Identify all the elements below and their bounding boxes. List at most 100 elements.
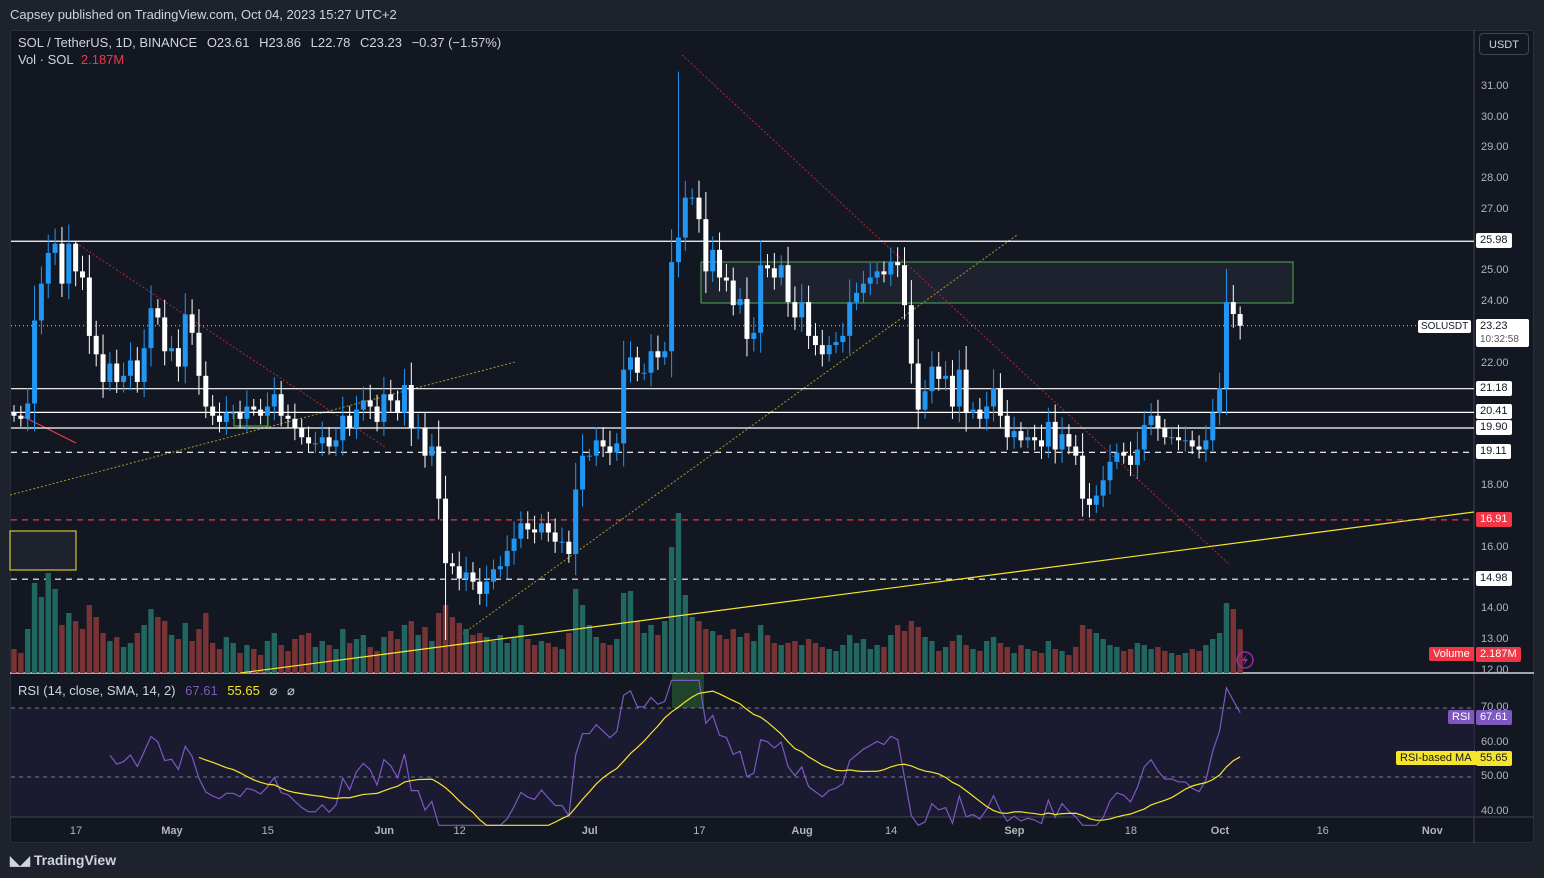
candle <box>628 341 633 383</box>
volume-bar <box>456 623 462 673</box>
candle-body <box>264 406 270 416</box>
volume-bar <box>1093 633 1099 673</box>
ohlc-high: H23.86 <box>259 35 302 50</box>
volume-bar <box>990 637 997 673</box>
candle-body <box>52 243 58 253</box>
candle-body <box>1121 452 1127 456</box>
candle <box>217 402 222 433</box>
candle-body <box>751 332 757 339</box>
volume-bar <box>1127 649 1134 673</box>
yellow-dotted-trendline-2[interactable] <box>449 234 1018 644</box>
candle-body <box>991 388 997 407</box>
volume-bar <box>627 591 634 673</box>
currency-button[interactable]: USDT <box>1479 33 1529 55</box>
candle-body <box>607 446 613 453</box>
yellow-zone-box[interactable] <box>9 530 77 571</box>
candle <box>1196 435 1202 459</box>
price-tick: 18.00 <box>1481 479 1509 492</box>
candle <box>997 373 1003 428</box>
volume-bar <box>881 647 887 673</box>
candle-body <box>1025 437 1031 441</box>
candle-body <box>162 317 168 352</box>
candle <box>806 285 812 350</box>
red-short-line[interactable] <box>19 414 77 444</box>
candle-body <box>1223 302 1229 389</box>
candle <box>860 270 866 304</box>
candle-body <box>1011 431 1017 438</box>
candle <box>80 255 85 291</box>
candle <box>970 402 976 419</box>
volume-bar <box>607 645 613 673</box>
candle <box>593 427 599 467</box>
candle <box>1155 399 1161 441</box>
candle <box>134 347 140 393</box>
candle <box>456 551 462 591</box>
candle-body <box>1155 415 1161 429</box>
candle <box>1052 404 1058 464</box>
symbol-title[interactable]: SOL / TetherUS, 1D, BINANCE <box>18 35 198 50</box>
ohlc-close: C23.23 <box>360 35 402 50</box>
candle <box>586 448 592 462</box>
candle <box>127 342 133 391</box>
candle <box>306 426 312 452</box>
candle-body <box>182 314 188 367</box>
tradingview-logo[interactable]: ◣◢ TradingView <box>10 852 116 869</box>
candle <box>415 413 421 440</box>
price-tick: 28.00 <box>1481 172 1509 185</box>
candle <box>1230 284 1236 328</box>
volume-bar <box>853 643 860 673</box>
candle-body <box>847 302 853 336</box>
candle-body <box>1196 446 1202 450</box>
candle <box>477 568 483 605</box>
candle-body <box>737 299 743 306</box>
rsi-overbought-fill <box>672 674 704 708</box>
candle-body <box>819 345 825 355</box>
candle <box>285 404 291 428</box>
candle-body <box>497 566 503 570</box>
red-downtrend-line[interactable] <box>681 54 1231 566</box>
bar-countdown: 10:32:58 <box>1480 334 1519 345</box>
volume-bar <box>915 627 921 673</box>
candle-body <box>395 400 401 413</box>
rsi-title[interactable]: RSI (14, close, SMA, 14, 2) <box>18 683 176 698</box>
candle-body <box>511 538 517 551</box>
volume-bar <box>477 633 483 673</box>
candle-body <box>415 428 421 430</box>
volume-bar <box>52 589 58 673</box>
current-price: 23.23 <box>1480 320 1508 332</box>
candle-body <box>134 360 140 382</box>
current-price-badge: 23.23 10:32:58 <box>1476 319 1529 347</box>
volume-bar <box>278 645 284 673</box>
supply-zone-box[interactable] <box>700 261 1294 304</box>
candle <box>723 263 729 292</box>
candle <box>175 329 181 382</box>
volume-bar <box>470 635 476 673</box>
volume-bar <box>1025 649 1031 673</box>
candle-body <box>1107 461 1113 481</box>
volume-bar <box>436 613 442 673</box>
yellow-support-trendline[interactable] <box>239 511 1475 674</box>
rsi-ma-badge-value: 55.65 <box>1476 751 1512 766</box>
candle-body <box>586 455 592 457</box>
candle <box>744 277 750 357</box>
candle <box>388 379 394 412</box>
candle <box>991 369 997 422</box>
candle-body <box>1066 434 1072 447</box>
red-downtrend-line-2[interactable] <box>75 242 386 448</box>
candle-body <box>936 366 942 379</box>
volume-bar <box>374 651 380 673</box>
candle-body <box>45 252 51 284</box>
candle-body <box>1203 440 1209 450</box>
candle-body <box>333 440 339 447</box>
price-tick: 30.00 <box>1481 110 1509 123</box>
rsi-legend: RSI (14, close, SMA, 14, 2) 67.61 55.65 … <box>18 683 301 699</box>
volume-bar <box>936 651 942 673</box>
candle-body <box>559 541 565 543</box>
candle <box>963 346 969 432</box>
volume-bar <box>244 645 250 673</box>
lightning-icon[interactable] <box>1236 651 1254 669</box>
candle <box>1045 407 1051 458</box>
volume-bar <box>394 639 401 673</box>
candle <box>100 334 106 398</box>
